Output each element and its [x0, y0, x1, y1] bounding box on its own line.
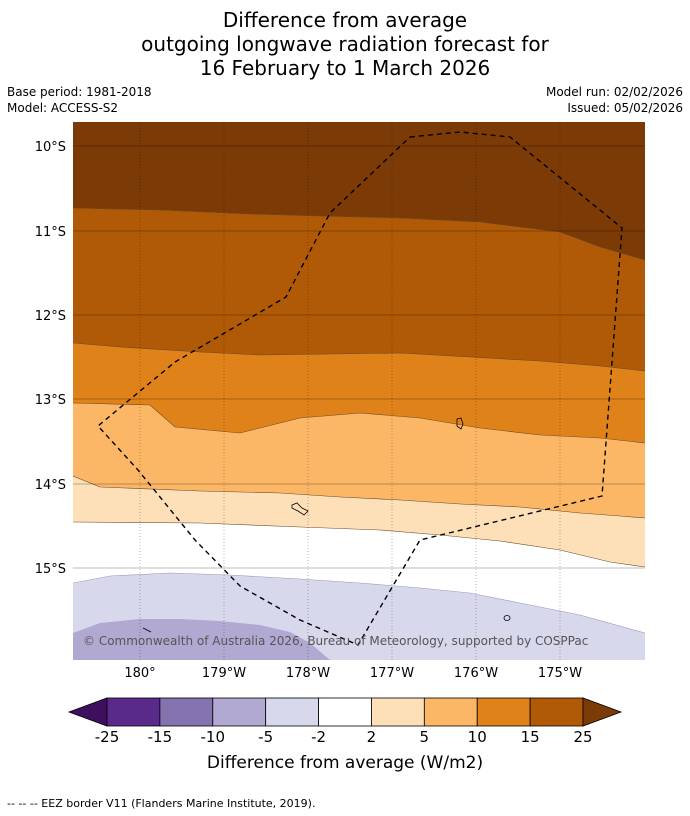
meta-left: Base period: 1981-2018 Model: ACCESS-S2 [7, 84, 152, 116]
lon-label-178w: 178°W [286, 666, 330, 681]
contour-minus-2 [73, 572, 645, 634]
lat-label-10s: 10°S [35, 140, 66, 155]
colorbar-tick-label: -15 [147, 728, 173, 746]
lat-label-14s: 14°S [35, 478, 66, 493]
eez-legend-note: -- -- -- EEZ border V11 (Flanders Marine… [7, 797, 316, 810]
model-run: Model run: 02/02/2026 [545, 85, 683, 99]
title-line-2: outgoing longwave radiation forecast for [141, 32, 549, 56]
colorbar-tick-label: 2 [366, 728, 377, 746]
colorbar-segment [159, 697, 214, 727]
colorbar-segment [476, 697, 531, 727]
colorbar-extend-high [582, 697, 623, 727]
contour-neutral [73, 521, 645, 568]
lon-label-180: 180° [124, 666, 155, 681]
longitude-labels: 180° 179°W 178°W 177°W 176°W 175°W [124, 666, 582, 681]
island-central [291, 502, 309, 516]
colorbar-extend-low [67, 697, 108, 727]
colorbar-segment [212, 697, 267, 727]
colorbar-segment [106, 697, 161, 727]
colorbar-tick-label: -5 [258, 728, 274, 746]
colorbar-tick-label: -25 [94, 728, 120, 746]
contour-5 [73, 342, 645, 372]
base-period: Base period: 1981-2018 [7, 85, 152, 99]
contour-2 [73, 402, 645, 444]
issued-date: Issued: 05/02/2026 [567, 101, 683, 115]
contour-lines [73, 207, 645, 634]
graticule [73, 122, 645, 660]
lon-label-179w: 179°W [202, 666, 246, 681]
island-southeast [503, 615, 511, 621]
colorbar-tick-label: -2 [311, 728, 327, 746]
colorbar-segment [423, 697, 478, 727]
island-east [456, 417, 464, 430]
lat-label-13s: 13°S [35, 393, 66, 408]
latitude-labels: 10°S 11°S 12°S 13°S 14°S 15°S [35, 140, 66, 577]
contour-minus-2-upper [73, 475, 645, 519]
title-line-1: Difference from average [222, 8, 468, 32]
title-line-3: 16 February to 1 March 2026 [199, 56, 491, 80]
model-name: Model: ACCESS-S2 [7, 101, 119, 115]
colorbar-title: Difference from average (W/m2) [206, 753, 484, 773]
island-southwest [142, 627, 152, 633]
meta-right: Model run: 02/02/2026 Issued: 05/02/2026 [546, 84, 683, 116]
lon-label-177w: 177°W [370, 666, 414, 681]
anomaly-field [73, 122, 645, 660]
chart-title: Difference from average outgoing longwav… [0, 8, 690, 80]
colorbar-segment [265, 697, 319, 727]
colorbar-tick-label: 15 [520, 728, 540, 746]
colorbar-tick-label: 25 [573, 728, 593, 746]
latitude-lines [73, 145, 645, 569]
colorbar-segment [318, 697, 372, 727]
colorbar-segment [529, 697, 584, 727]
lat-label-11s: 11°S [35, 225, 66, 240]
colorbar-tick-label: 10 [467, 728, 487, 746]
islands [142, 417, 511, 633]
band-minus-5-10 [73, 619, 330, 660]
colorbar-segment [371, 697, 425, 727]
colorbar-tick-label: -10 [200, 728, 226, 746]
colorbar-tick-label: 5 [419, 728, 430, 746]
colorbar [67, 697, 623, 727]
lat-label-12s: 12°S [35, 309, 66, 324]
lon-label-176w: 176°W [454, 666, 498, 681]
lon-label-175w: 175°W [538, 666, 582, 681]
lat-label-15s: 15°S [35, 562, 66, 577]
contour-10 [73, 207, 645, 261]
copyright-notice: © Commonwealth of Australia 2026, Bureau… [83, 634, 588, 648]
eez-border [96, 131, 623, 646]
